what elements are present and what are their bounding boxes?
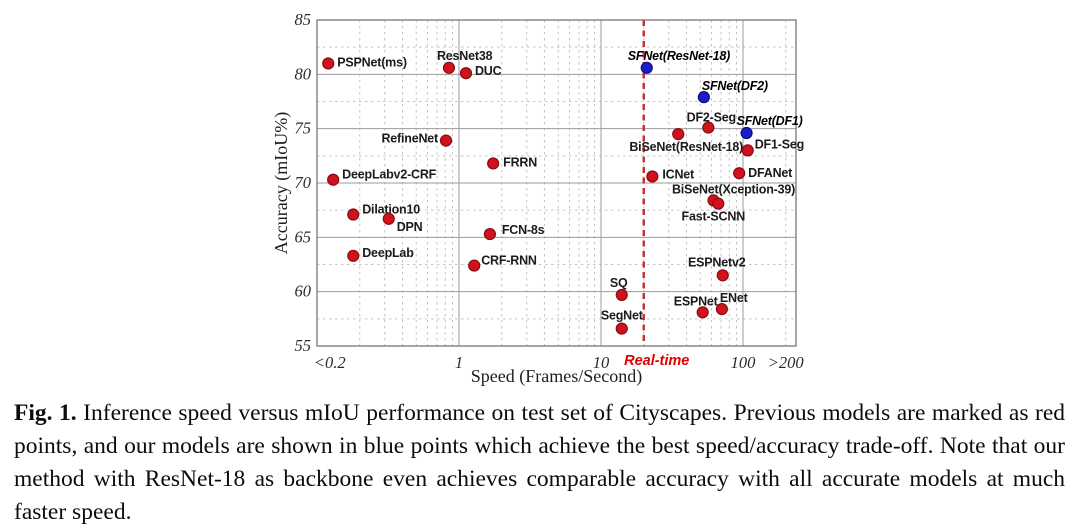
point-enet (715, 302, 728, 316)
plot-frame (316, 19, 797, 347)
point-duc (459, 67, 473, 80)
point-espnet (696, 306, 709, 319)
label-bisenet-resnet-18: BiSeNet(ResNet-18) (629, 140, 743, 154)
svg-text:1: 1 (455, 353, 463, 372)
svg-text:80: 80 (295, 64, 312, 83)
label-frrn: FRRN (503, 155, 537, 169)
label-dpn: DPN (397, 220, 423, 234)
svg-text:85: 85 (295, 10, 312, 29)
label-sfnet-df1: SFNet(DF1) (737, 114, 803, 128)
scatter-chart: Real-time <0.2 1 10 100 >200 55 60 65 70 75 80 85 Spe… (271, 10, 805, 387)
realtime-label: Real-time (624, 353, 689, 369)
figure-caption-text: Inference speed versus mIoU performance … (14, 400, 1065, 525)
point-icnet (646, 170, 659, 183)
point-refinenet (439, 134, 453, 147)
label-pspnet-ms: PSPNet(ms) (337, 55, 407, 69)
point-dpn (382, 212, 395, 225)
label-segnet: SegNet (601, 309, 644, 323)
label-dilation10: Dilation10 (362, 203, 420, 217)
label-deeplabv2-crf: DeepLabv2-CRF (342, 168, 437, 182)
label-sfnet-df2: SFNet(DF2) (702, 79, 768, 93)
x-axis-title: Speed (Frames/Second) (471, 366, 642, 387)
svg-text:70: 70 (295, 173, 312, 192)
y-axis-ticks: 55 60 65 70 75 80 85 (295, 10, 312, 355)
point-bisenet-resnet-18 (672, 128, 685, 141)
label-icnet: ICNet (662, 167, 695, 181)
label-fast-scnn: Fast-SCNN (682, 210, 746, 224)
svg-text:>200: >200 (768, 353, 805, 372)
figure-caption-label: Fig. 1. (14, 400, 77, 426)
svg-text:65: 65 (295, 227, 312, 246)
label-df1-seg: DF1-Seg (755, 137, 804, 151)
svg-text:10: 10 (593, 353, 610, 372)
point-sfnet-df1 (740, 126, 753, 140)
svg-text:75: 75 (295, 119, 312, 138)
figure-caption: Fig. 1. Inference speed versus mIoU perf… (0, 390, 1080, 529)
series-our-models-blue-points: SFNet(ResNet-18) SFNet(DF2) SFNet(DF1) (628, 49, 803, 140)
label-deeplab: DeepLab (362, 246, 414, 260)
point-dilation10 (347, 208, 360, 221)
label-sq: SQ (610, 276, 628, 290)
point-frrn (487, 157, 500, 170)
label-dfanet: DFANet (748, 166, 793, 180)
svg-text:55: 55 (295, 336, 312, 355)
point-deeplabv2-crf (327, 173, 340, 186)
point-dfanet (733, 167, 746, 180)
label-espnetv2: ESPNetv2 (688, 255, 746, 269)
point-sfnet-resnet-18 (640, 61, 653, 74)
label-enet: ENet (720, 291, 749, 305)
point-df2-seg (702, 121, 715, 134)
point-sfnet-df2 (697, 91, 710, 104)
label-duc: DUC (475, 64, 502, 78)
label-sfnet-resnet-18: SFNet(ResNet-18) (628, 49, 730, 63)
point-fast-scnn (712, 197, 725, 210)
point-df1-seg (741, 144, 754, 157)
point-segnet (615, 322, 628, 335)
label-refinenet: RefineNet (381, 132, 439, 146)
svg-text:<0.2: <0.2 (314, 353, 346, 372)
label-df2-seg: DF2-Seg (687, 111, 736, 125)
svg-text:60: 60 (295, 282, 312, 301)
grid-major (317, 20, 796, 346)
point-crf-rnn (468, 259, 481, 272)
label-crf-rnn: CRF-RNN (481, 254, 537, 268)
label-bisenet-xception-39: BiSeNet(Xception-39) (672, 182, 795, 196)
x-axis-ticks: <0.2 1 10 100 >200 (314, 353, 805, 372)
point-pspnet-ms (322, 57, 335, 70)
point-deeplab (347, 249, 360, 262)
point-espnetv2 (716, 269, 729, 282)
label-resnet38: ResNet38 (437, 49, 493, 63)
label-fcn-8s: FCN-8s (502, 223, 545, 237)
label-espnet: ESPNet (674, 294, 719, 308)
y-axis-title: Accuracy (mIoU%) (271, 112, 292, 254)
point-resnet38 (442, 61, 456, 74)
point-fcn-8s (483, 227, 496, 241)
svg-text:100: 100 (731, 353, 757, 372)
point-sq (615, 288, 628, 302)
